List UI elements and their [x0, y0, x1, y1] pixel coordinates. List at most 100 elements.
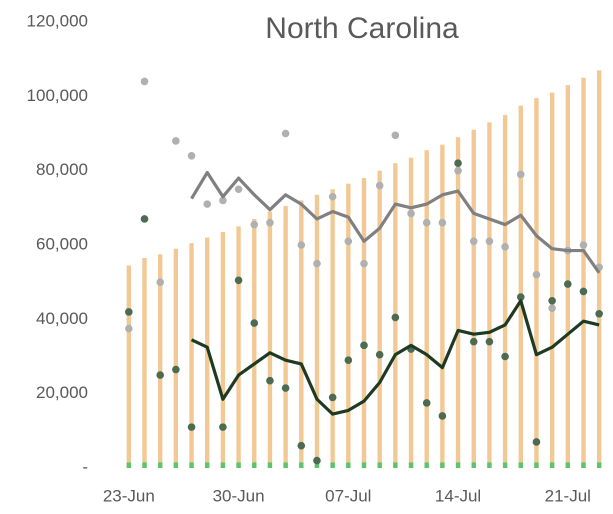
bar [157, 254, 163, 468]
bar [142, 258, 147, 468]
point [454, 166, 462, 175]
y-tick-label: - [82, 457, 88, 476]
bar [283, 205, 288, 468]
point [454, 159, 462, 168]
x-tick-label: 14-Jul [435, 486, 481, 505]
bar [393, 462, 398, 468]
bar [549, 92, 555, 468]
point [172, 137, 180, 145]
point [313, 456, 321, 465]
bar [220, 231, 226, 468]
bar [173, 248, 179, 468]
bar [471, 129, 476, 469]
bar [205, 462, 210, 468]
bar [440, 462, 445, 468]
point [579, 241, 588, 249]
bar [236, 462, 241, 468]
bar [173, 462, 179, 468]
bar [267, 462, 273, 468]
bar [377, 462, 382, 468]
y-tick-label: 100,000 [27, 86, 88, 105]
point [501, 352, 509, 361]
point [360, 341, 368, 350]
bar [361, 462, 367, 468]
bar [314, 194, 320, 468]
point [485, 337, 494, 346]
bar [502, 462, 508, 468]
point [250, 220, 259, 229]
bar [236, 226, 241, 468]
bar [346, 183, 351, 469]
point [203, 200, 212, 208]
point [234, 276, 243, 285]
bar [424, 462, 429, 468]
bar [267, 211, 273, 469]
bar [534, 98, 539, 469]
point [281, 384, 290, 392]
bar [142, 462, 147, 468]
bar [408, 157, 414, 469]
point [344, 356, 353, 365]
point [501, 243, 509, 251]
bar [471, 462, 476, 468]
point [140, 77, 149, 86]
point [313, 259, 321, 268]
point [156, 371, 164, 379]
bar [252, 462, 257, 468]
bar [502, 114, 508, 469]
point [266, 218, 274, 227]
point [266, 376, 274, 385]
bar [581, 462, 586, 468]
point [219, 196, 227, 205]
bar [346, 462, 351, 468]
point [516, 293, 525, 301]
point [407, 209, 415, 218]
bar [377, 170, 382, 468]
bar [314, 462, 320, 468]
point [564, 280, 572, 288]
point [125, 324, 133, 333]
x-tick-label: 23-Jun [103, 486, 155, 505]
bar [157, 462, 163, 468]
point [532, 270, 541, 279]
x-tick-label: 07-Jul [325, 486, 371, 505]
point [281, 129, 290, 138]
bar [252, 218, 257, 468]
y-tick-label: 120,000 [27, 11, 88, 30]
bar [299, 462, 304, 468]
y-tick-label: 60,000 [36, 234, 88, 253]
point [422, 218, 431, 227]
point [187, 152, 196, 160]
bar [330, 189, 335, 468]
bar [565, 462, 571, 468]
chart-title: North Carolina [265, 12, 459, 45]
point [548, 296, 556, 305]
x-tick-label: 21-Jul [545, 486, 591, 505]
bar [565, 85, 571, 468]
bar [487, 122, 492, 468]
y-tick-label: 20,000 [36, 383, 88, 402]
bar [205, 237, 210, 468]
point [579, 287, 588, 296]
point [187, 423, 196, 431]
point [375, 181, 384, 190]
bar [549, 462, 555, 468]
bar [440, 144, 445, 468]
point [140, 215, 149, 223]
bar [126, 462, 132, 468]
point [469, 237, 478, 246]
bar [299, 200, 304, 468]
point [250, 319, 259, 327]
line [190, 170, 601, 274]
bar [361, 178, 367, 468]
x-tick-label: 30-Jun [213, 486, 265, 505]
point [156, 278, 164, 286]
point [595, 309, 603, 318]
bar [424, 150, 429, 468]
point [219, 423, 227, 431]
point [469, 337, 478, 346]
bar [408, 462, 414, 468]
bar [596, 462, 602, 468]
line [190, 299, 600, 416]
point [375, 350, 384, 359]
